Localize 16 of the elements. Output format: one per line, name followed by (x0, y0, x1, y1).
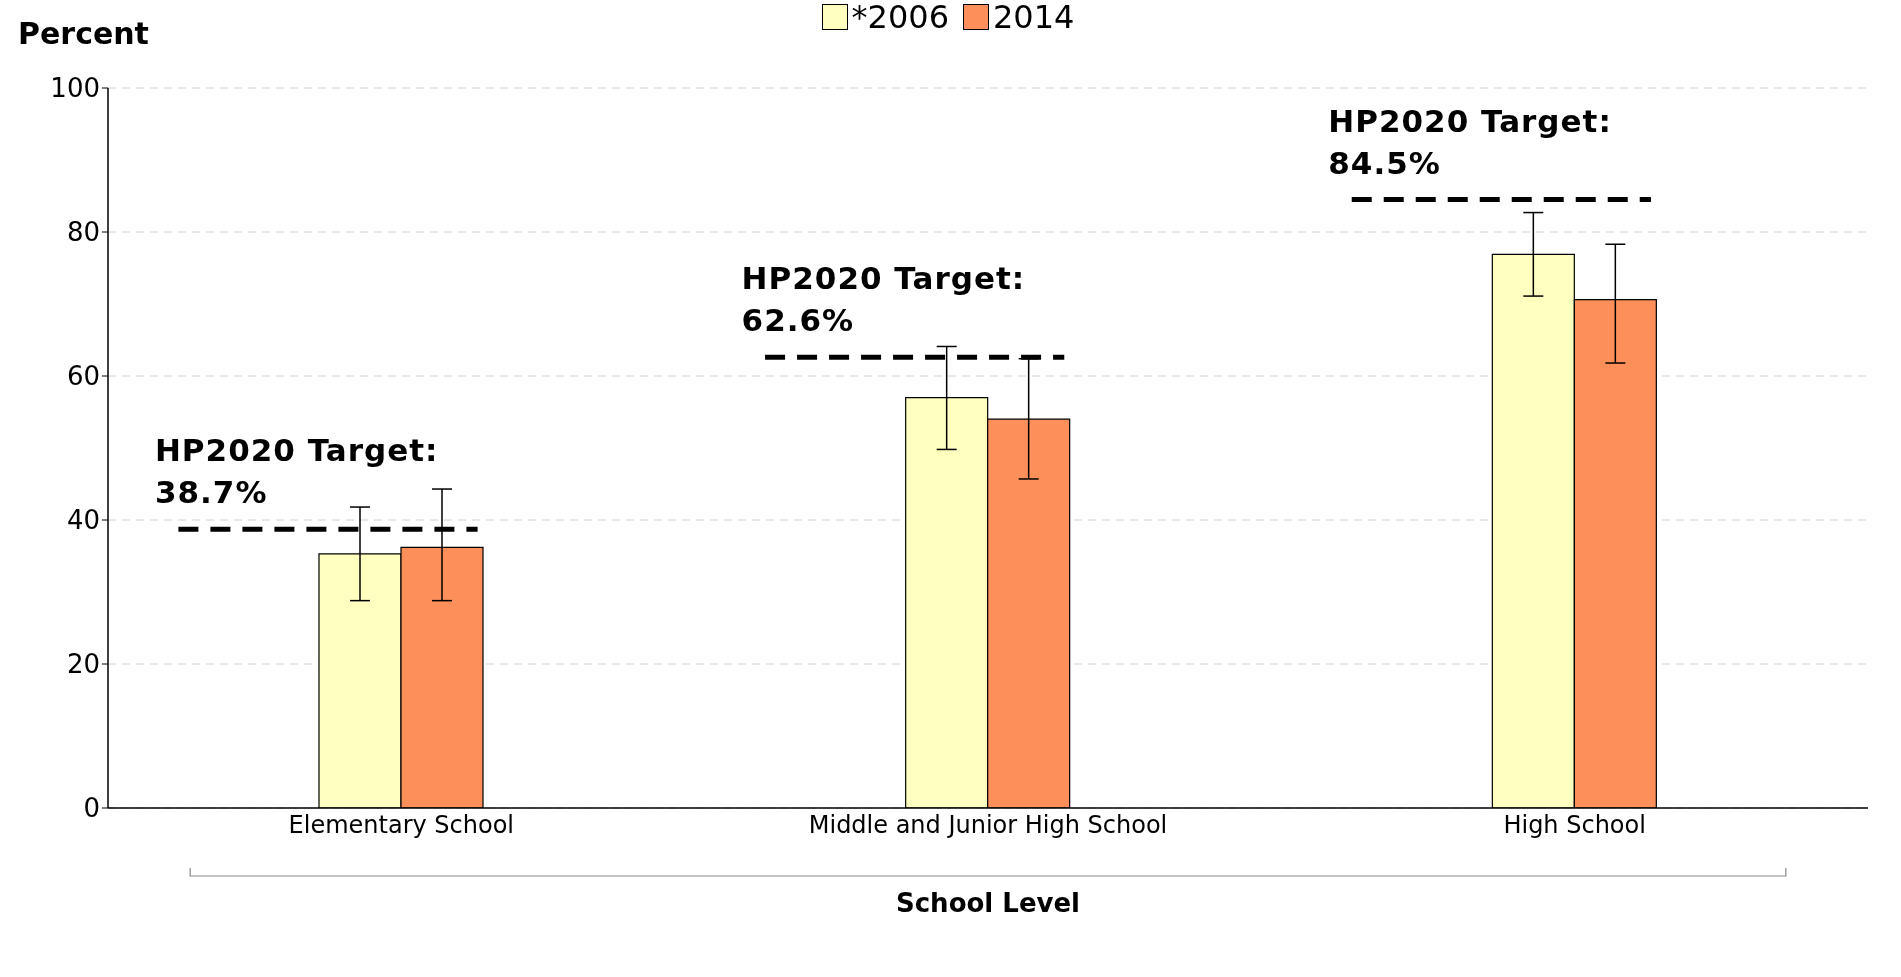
y-tick-label: 100 (50, 73, 100, 104)
legend-label: *2006 (851, 0, 949, 36)
y-tick-label: 40 (66, 505, 100, 536)
y-tick-label: 0 (83, 793, 100, 824)
y-tick-label: 20 (66, 649, 100, 680)
legend-label: 2014 (993, 0, 1075, 36)
x-tick-label: Elementary School (288, 811, 515, 840)
ref-line-label: HP2020 Target: 62.6% (741, 259, 1027, 341)
x-tick-label: High School (1503, 811, 1646, 840)
y-tick-label: 60 (66, 361, 100, 392)
y-axis-title: Percent (18, 16, 149, 51)
ref-line-label: HP2020 Target: 38.7% (154, 431, 440, 513)
y-tick-label: 80 (66, 217, 100, 248)
ref-line-label: HP2020 Target: 84.5% (1328, 101, 1613, 183)
x-tick-label: Middle and Junior High School (808, 811, 1168, 840)
x-axis-title: School Level (895, 888, 1081, 918)
